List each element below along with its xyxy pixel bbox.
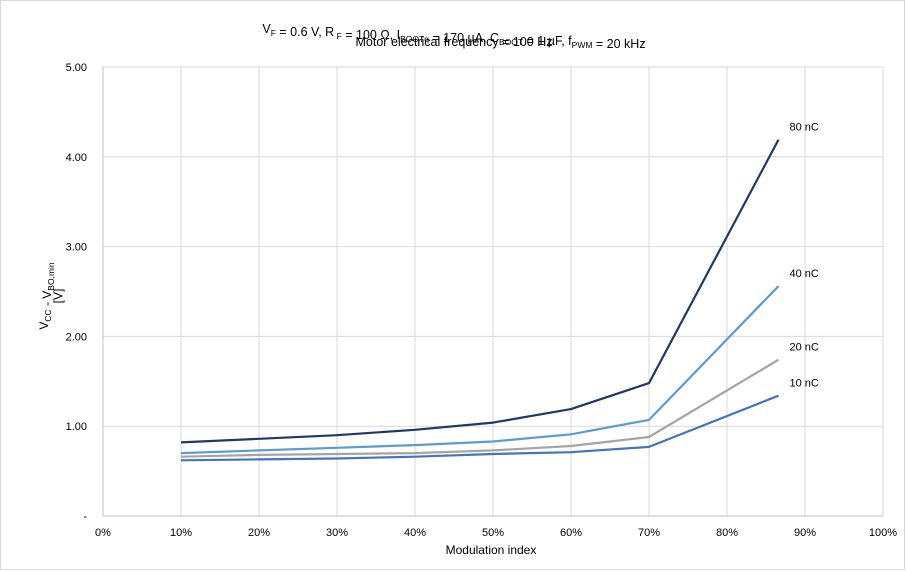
y-tick-label: 3.00 [66,242,87,254]
series-line-40-nC [180,285,780,455]
series-line-20-nC [180,358,780,458]
x-tick-label: 20% [248,527,270,539]
y-tick-label: 2.00 [66,331,87,343]
x-tick-label: 60% [560,527,582,539]
gridlines [103,66,884,516]
series-label: 10 nC [789,378,818,390]
x-tick-label: 90% [794,527,816,539]
x-tick-label: 50% [482,527,504,539]
tick-labels: 0% 10% 20% 30% 40% 50% 60% 70% 80% 90% 100% - 1.00 2.… [66,62,898,539]
y-tick-label: 5.00 [66,62,87,74]
y-axis-label-line1: VCC - VBO,min [37,262,56,330]
x-tick-label: 80% [716,527,738,539]
y-tick-label: 4.00 [66,152,87,164]
series-label: 80 nC [789,122,818,134]
y-tick-label: - [83,511,87,523]
x-tick-label: 0% [95,527,111,539]
chart-title-line2: Motor electrical frequency = 100 Hz [356,35,553,49]
x-tick-label: 70% [638,527,660,539]
series-lines: 80 nC 40 nC 20 nC 10 nC [180,122,819,462]
series-label: 40 nC [789,268,818,280]
x-tick-label: 10% [170,527,192,539]
axes [102,67,883,517]
x-tick-label: 100% [869,527,897,539]
x-tick-label: 40% [404,527,426,539]
y-axis-label-line2: [V] [51,289,65,304]
y-tick-label: 1.00 [66,421,87,433]
series-line-80-nC [180,139,780,444]
x-tick-label: 30% [326,527,348,539]
series-line-10-nC [180,394,779,462]
x-axis-label: Modulation index [446,543,537,557]
series-label: 20 nC [789,342,818,354]
chart-title-line1: VF = 0.6 V, R F = 100 Ω, IBOOTq = 170 µA… [262,22,645,51]
